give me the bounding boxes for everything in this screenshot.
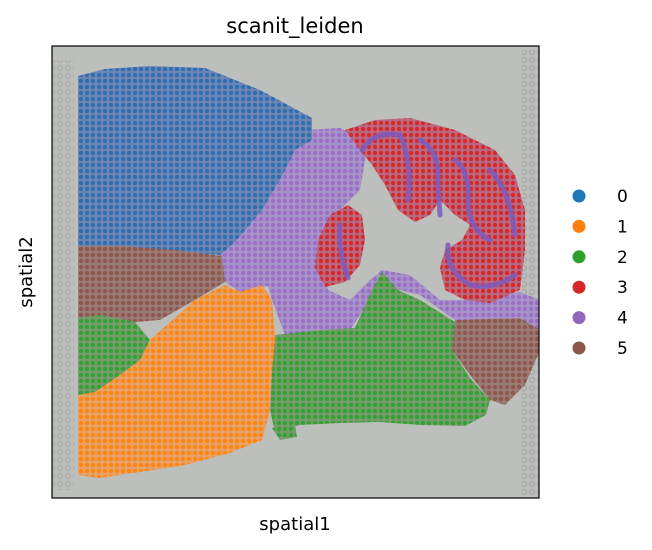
folia-lines bbox=[337, 131, 518, 289]
legend-label-0: 0 bbox=[617, 187, 628, 207]
cluster-4-region bbox=[218, 128, 539, 335]
cluster-2-region-left bbox=[78, 315, 150, 395]
legend-label-3: 3 bbox=[617, 278, 628, 298]
plot-area bbox=[52, 46, 539, 498]
cluster-5-region-right bbox=[452, 318, 539, 405]
edge-spots-left bbox=[52, 60, 74, 490]
legend-label-4: 4 bbox=[617, 309, 628, 329]
axes-frame bbox=[51, 45, 540, 499]
cluster-2-region-center bbox=[270, 272, 490, 432]
cluster-2-region-small bbox=[272, 426, 297, 440]
legend: 0 1 2 3 4 5 bbox=[572, 187, 628, 359]
legend-label-2: 2 bbox=[617, 248, 628, 268]
cluster-3-region-main bbox=[345, 118, 525, 303]
x-axis-label: spatial1 bbox=[259, 514, 330, 535]
legend-marker-1 bbox=[572, 219, 586, 233]
edge-spots-right bbox=[522, 50, 539, 495]
legend-marker-3 bbox=[572, 280, 586, 294]
cluster-1-region bbox=[78, 285, 275, 478]
legend-label-1: 1 bbox=[617, 217, 628, 237]
chart-title: scanit_leiden bbox=[226, 14, 363, 39]
legend-marker-2 bbox=[572, 250, 586, 264]
legend-marker-4 bbox=[572, 311, 586, 325]
cluster-5-region-left bbox=[78, 246, 225, 322]
legend-marker-0 bbox=[572, 189, 586, 203]
cluster-0-region bbox=[78, 66, 312, 255]
legend-marker-5 bbox=[572, 341, 586, 355]
y-axis-label: spatial2 bbox=[16, 236, 37, 307]
legend-label-5: 5 bbox=[617, 339, 628, 359]
